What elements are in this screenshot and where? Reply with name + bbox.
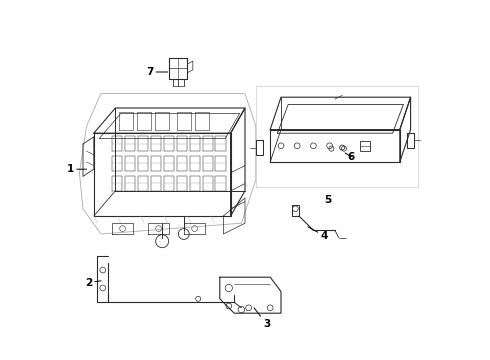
Text: 6: 6 <box>345 152 355 162</box>
Text: 7: 7 <box>146 67 168 77</box>
Text: 1: 1 <box>67 164 87 174</box>
Bar <box>360 141 370 151</box>
Text: 3: 3 <box>254 308 270 329</box>
Text: 2: 2 <box>85 278 101 288</box>
Text: 5: 5 <box>324 195 331 205</box>
Text: 4: 4 <box>308 227 328 241</box>
